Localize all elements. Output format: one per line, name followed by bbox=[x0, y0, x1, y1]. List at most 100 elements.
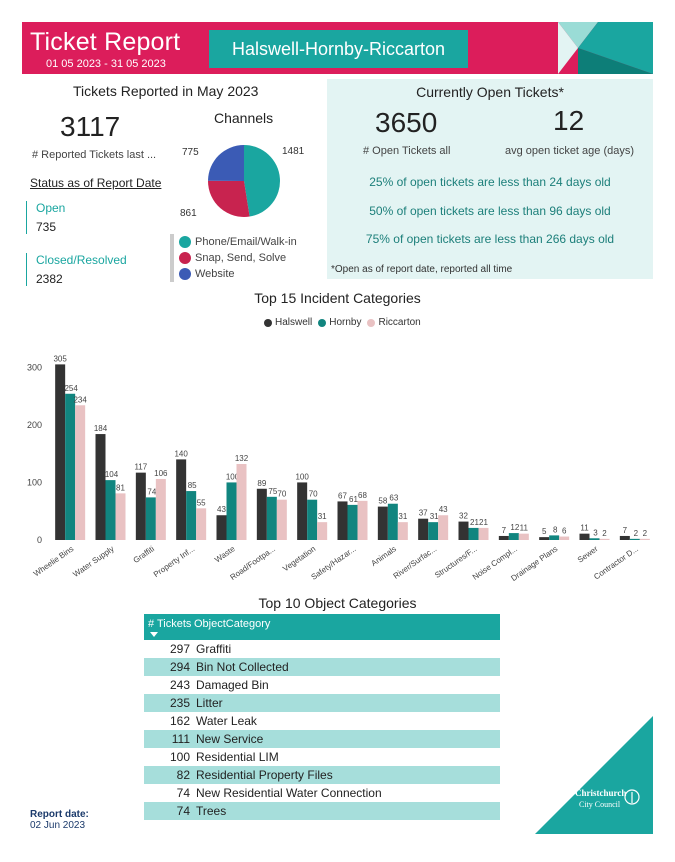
table-row[interactable]: 297 Graffiti bbox=[144, 640, 500, 658]
object-category-cell: Trees bbox=[196, 804, 227, 818]
x-category-label: Waste bbox=[213, 544, 237, 565]
bar[interactable] bbox=[589, 538, 600, 540]
y-tick-label: 100 bbox=[27, 477, 42, 487]
bar[interactable] bbox=[196, 508, 207, 540]
table-row[interactable]: 243 Damaged Bin bbox=[144, 676, 500, 694]
bar[interactable] bbox=[377, 506, 388, 540]
table-row[interactable]: 162 Water Leak bbox=[144, 712, 500, 730]
bar[interactable] bbox=[549, 535, 560, 540]
object-table-title: Top 10 Object Categories bbox=[258, 595, 417, 611]
bar-value-label: 31 bbox=[318, 512, 327, 521]
bar[interactable] bbox=[256, 488, 267, 540]
bar[interactable] bbox=[458, 521, 469, 540]
bar[interactable] bbox=[337, 501, 348, 540]
bar[interactable] bbox=[307, 499, 318, 540]
bar[interactable] bbox=[498, 535, 509, 540]
x-category-label: Road/Footpa... bbox=[228, 544, 277, 582]
bar[interactable] bbox=[518, 533, 529, 540]
bar[interactable] bbox=[639, 538, 650, 540]
bar-value-label: 132 bbox=[235, 454, 249, 463]
legend-label: Website bbox=[195, 268, 235, 280]
bar[interactable] bbox=[115, 493, 126, 540]
col-count-header[interactable]: # Tickets bbox=[144, 614, 194, 640]
bar-value-label: 5 bbox=[542, 527, 547, 536]
object-category-cell: Residential LIM bbox=[196, 750, 279, 764]
bar[interactable] bbox=[599, 538, 610, 540]
pie-slice[interactable] bbox=[208, 180, 250, 217]
bar[interactable] bbox=[276, 499, 287, 540]
bar[interactable] bbox=[236, 464, 247, 540]
legend-item-website[interactable]: Website bbox=[179, 266, 297, 282]
bar[interactable] bbox=[105, 480, 116, 540]
x-category-label: Wheelie Bins bbox=[32, 544, 75, 578]
bar[interactable] bbox=[478, 527, 489, 540]
status-title: Status as of Report Date bbox=[30, 176, 162, 190]
legend-item-hornby[interactable]: Hornby bbox=[318, 317, 361, 328]
reported-count-label: # Reported Tickets last ... bbox=[32, 149, 157, 161]
bar[interactable] bbox=[539, 537, 550, 540]
bar[interactable] bbox=[145, 497, 156, 540]
object-category-cell: Residential Property Files bbox=[196, 768, 333, 782]
bar[interactable] bbox=[438, 515, 449, 540]
bar[interactable] bbox=[226, 482, 237, 540]
object-category-cell: Litter bbox=[196, 696, 223, 710]
bar-value-label: 6 bbox=[562, 527, 567, 536]
table-row[interactable]: 82 Residential Property Files bbox=[144, 766, 500, 784]
logo-line1: Christchurch bbox=[575, 788, 626, 798]
bar[interactable] bbox=[135, 472, 146, 540]
legend-item-phone[interactable]: Phone/Email/Walk-in bbox=[179, 234, 297, 250]
legend-item-halswell[interactable]: Halswell bbox=[264, 317, 312, 328]
area-label: Halswell-Hornby-Riccarton bbox=[209, 30, 468, 68]
bar[interactable] bbox=[559, 536, 570, 540]
bar[interactable] bbox=[397, 522, 408, 540]
bar[interactable] bbox=[357, 500, 368, 540]
bar[interactable] bbox=[186, 491, 197, 540]
y-tick-label: 300 bbox=[27, 362, 42, 372]
bar[interactable] bbox=[176, 459, 187, 540]
bar-value-label: 58 bbox=[378, 497, 387, 506]
ticket-count-cell: 162 bbox=[169, 714, 190, 728]
bar[interactable] bbox=[418, 518, 429, 540]
legend-item-riccarton[interactable]: Riccarton bbox=[367, 317, 421, 328]
table-row[interactable]: 235 Litter bbox=[144, 694, 500, 712]
object-category-cell: New Service bbox=[196, 732, 264, 746]
bar[interactable] bbox=[55, 364, 66, 540]
bar[interactable] bbox=[347, 504, 358, 540]
pct-line-75: 75% of open tickets are less than 266 da… bbox=[365, 232, 615, 246]
table-row[interactable]: 111 New Service bbox=[144, 730, 500, 748]
table-row[interactable]: 100 Residential LIM bbox=[144, 748, 500, 766]
table-row[interactable]: 74 New Residential Water Connection bbox=[144, 784, 500, 802]
bar[interactable] bbox=[65, 393, 76, 540]
col-category-header[interactable]: ObjectCategory bbox=[194, 618, 271, 630]
bar[interactable] bbox=[579, 533, 590, 540]
bar-value-label: 11 bbox=[520, 524, 529, 533]
bar-value-label: 184 bbox=[94, 424, 108, 433]
bar[interactable] bbox=[629, 538, 640, 540]
pie-slice[interactable] bbox=[208, 145, 244, 181]
bar[interactable] bbox=[428, 522, 439, 540]
bar[interactable] bbox=[619, 535, 630, 540]
bar[interactable] bbox=[266, 496, 277, 540]
bar[interactable] bbox=[95, 434, 106, 540]
bar[interactable] bbox=[468, 527, 479, 540]
bar-value-label: 140 bbox=[174, 449, 188, 458]
bar[interactable] bbox=[155, 478, 166, 540]
bar[interactable] bbox=[75, 405, 86, 540]
pie-slice[interactable] bbox=[244, 145, 280, 217]
pie-value-label: 775 bbox=[182, 147, 199, 158]
legend-item-snap[interactable]: Snap, Send, Solve bbox=[179, 250, 297, 266]
bar[interactable] bbox=[297, 482, 308, 540]
channels-title: Channels bbox=[214, 110, 274, 126]
bar[interactable] bbox=[387, 503, 398, 540]
ticket-count-cell: 82 bbox=[176, 768, 190, 782]
x-category-label: Property Inf... bbox=[152, 544, 197, 579]
bar[interactable] bbox=[317, 522, 328, 540]
bar[interactable] bbox=[508, 533, 519, 540]
bar[interactable] bbox=[216, 515, 227, 540]
legend-label: Phone/Email/Walk-in bbox=[195, 236, 297, 248]
closed-label: Closed/Resolved bbox=[36, 253, 127, 267]
table-row[interactable]: 74 Trees bbox=[144, 802, 500, 820]
bar-value-label: 234 bbox=[73, 395, 87, 404]
bar-value-label: 21 bbox=[479, 518, 488, 527]
table-row[interactable]: 294 Bin Not Collected bbox=[144, 658, 500, 676]
